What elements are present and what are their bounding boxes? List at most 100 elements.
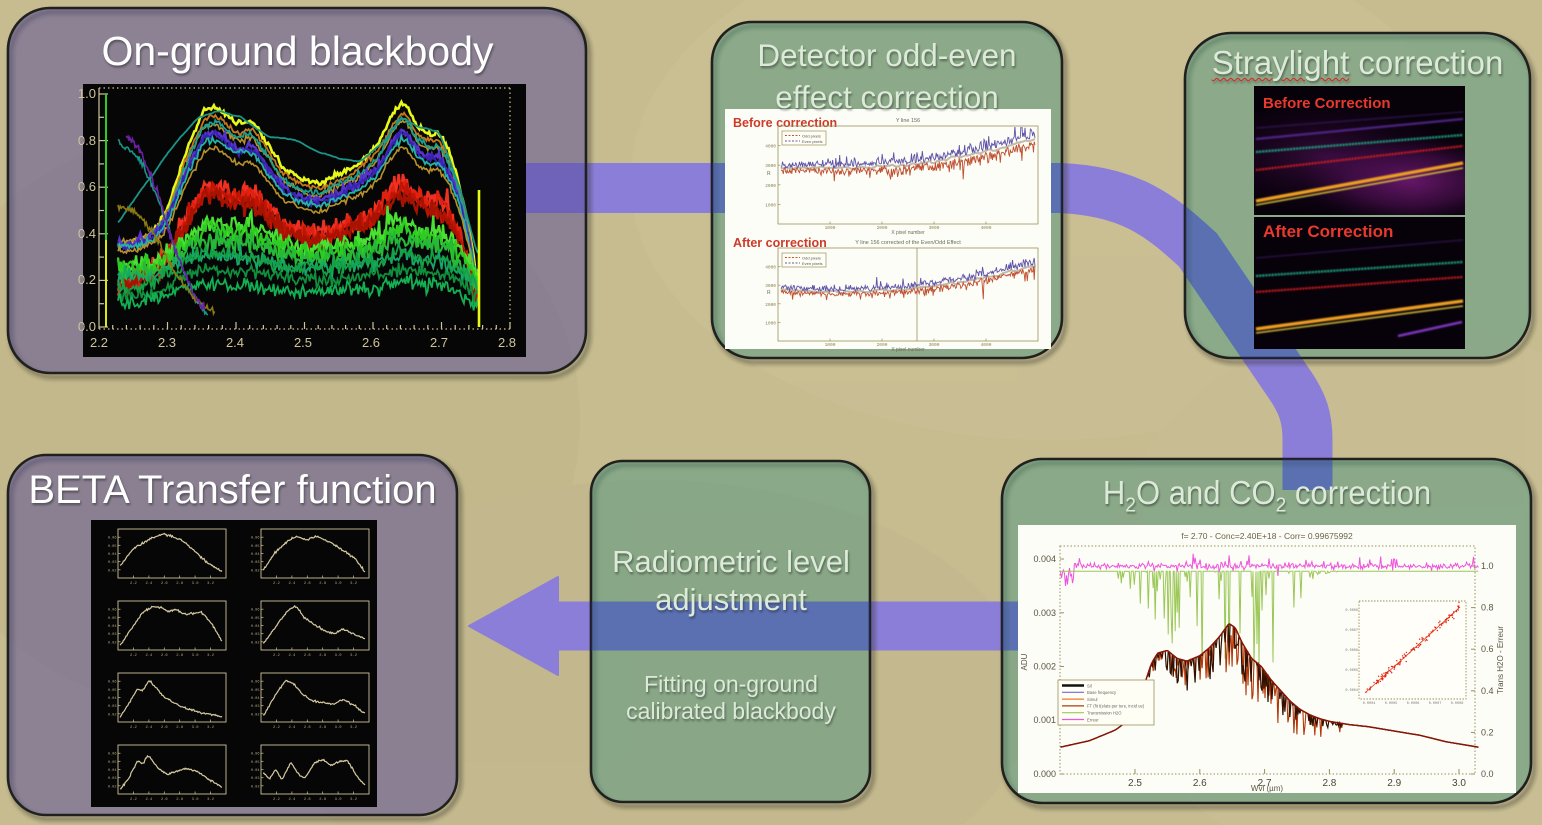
svg-text:Y line 156: Y line 156 xyxy=(896,118,920,124)
svg-text:1.0: 1.0 xyxy=(78,86,96,101)
svg-text:0.06: 0.06 xyxy=(108,609,117,613)
svg-text:0.000: 0.000 xyxy=(1033,769,1056,779)
svg-text:2.7: 2.7 xyxy=(430,335,448,350)
svg-text:0.04: 0.04 xyxy=(251,625,260,629)
svg-text:0.02: 0.02 xyxy=(251,569,260,573)
svg-text:2.6: 2.6 xyxy=(362,335,380,350)
svg-text:Before Correction: Before Correction xyxy=(1263,95,1391,112)
svg-text:2.2: 2.2 xyxy=(273,582,281,586)
svg-text:0.05: 0.05 xyxy=(251,617,260,621)
svg-text:0.003: 0.003 xyxy=(1033,608,1056,618)
svg-text:3.2: 3.2 xyxy=(350,798,358,802)
svg-text:2.2: 2.2 xyxy=(130,582,138,586)
svg-text:3.2: 3.2 xyxy=(207,798,215,802)
svg-text:3.0: 3.0 xyxy=(1452,778,1466,789)
svg-text:0.0008: 0.0008 xyxy=(1451,702,1464,706)
svg-text:Transmission H2O: Transmission H2O xyxy=(1087,711,1122,716)
svg-text:1.0: 1.0 xyxy=(1481,561,1494,571)
svg-text:2.9: 2.9 xyxy=(1387,778,1401,789)
svg-text:2.2: 2.2 xyxy=(130,798,138,802)
svg-text:3.2: 3.2 xyxy=(207,726,215,730)
svg-text:2.8: 2.8 xyxy=(176,654,184,658)
svg-text:0.06: 0.06 xyxy=(108,537,117,541)
svg-text:0.03: 0.03 xyxy=(251,633,260,637)
svg-text:Even pixels: Even pixels xyxy=(802,139,822,144)
svg-text:f= 2.70 - Conc=2.40E+18 - Corr: f= 2.70 - Conc=2.40E+18 - Corr= 0.996759… xyxy=(1181,531,1353,541)
svg-text:2000: 2000 xyxy=(765,302,776,308)
svg-text:0.03: 0.03 xyxy=(108,561,117,565)
svg-text:0.001: 0.001 xyxy=(1033,715,1056,725)
svg-text:0.0007: 0.0007 xyxy=(1345,629,1358,633)
svg-text:Before correction: Before correction xyxy=(733,116,837,130)
svg-text:Wvl (µm): Wvl (µm) xyxy=(1251,784,1283,793)
svg-text:0.03: 0.03 xyxy=(251,561,260,565)
svg-text:0.4: 0.4 xyxy=(78,226,96,241)
svg-text:3.2: 3.2 xyxy=(350,654,358,658)
svg-text:3000: 3000 xyxy=(765,283,776,289)
svg-text:0.02: 0.02 xyxy=(108,569,117,573)
svg-text:3.0: 3.0 xyxy=(335,654,343,658)
svg-text:2.6: 2.6 xyxy=(304,726,312,730)
svg-text:0.04: 0.04 xyxy=(108,697,117,701)
svg-text:2.8: 2.8 xyxy=(1322,778,1336,789)
svg-text:Trans H2O - Erreur: Trans H2O - Erreur xyxy=(1496,626,1505,694)
svg-text:0.0008: 0.0008 xyxy=(1345,609,1358,613)
svg-text:0.05: 0.05 xyxy=(251,545,260,549)
svg-text:0.04: 0.04 xyxy=(108,553,117,557)
svg-text:0.0004: 0.0004 xyxy=(1363,702,1376,706)
svg-text:2.6: 2.6 xyxy=(304,654,312,658)
svg-text:0.03: 0.03 xyxy=(108,705,117,709)
svg-text:3000: 3000 xyxy=(765,163,776,169)
svg-text:4000: 4000 xyxy=(765,265,776,271)
svg-text:2.5: 2.5 xyxy=(1128,778,1142,789)
svg-text:0.02: 0.02 xyxy=(108,713,117,717)
svg-text:1000: 1000 xyxy=(765,202,776,208)
svg-text:0.02: 0.02 xyxy=(251,713,260,717)
svg-text:2.6: 2.6 xyxy=(161,654,169,658)
svg-text:0.06: 0.06 xyxy=(108,681,117,685)
svg-text:0.0: 0.0 xyxy=(78,319,96,334)
svg-text:2.4: 2.4 xyxy=(226,335,244,350)
svg-text:3.0: 3.0 xyxy=(192,726,200,730)
svg-text:3.0: 3.0 xyxy=(192,654,200,658)
svg-text:4000: 4000 xyxy=(765,144,776,150)
svg-text:0.0006: 0.0006 xyxy=(1345,649,1358,653)
svg-text:2.2: 2.2 xyxy=(130,654,138,658)
svg-text:2.2: 2.2 xyxy=(90,335,108,350)
svg-text:2.2: 2.2 xyxy=(273,726,281,730)
svg-text:Simul: Simul xyxy=(1087,697,1098,702)
svg-text:R: R xyxy=(767,290,771,296)
svg-text:0.05: 0.05 xyxy=(108,617,117,621)
svg-text:Odd pixels: Odd pixels xyxy=(802,256,821,261)
svg-text:After correction: After correction xyxy=(733,236,827,250)
svg-text:0.8: 0.8 xyxy=(1481,603,1494,613)
svg-text:Odd pixels: Odd pixels xyxy=(802,134,821,139)
svg-text:0.04: 0.04 xyxy=(108,625,117,629)
svg-text:2.2: 2.2 xyxy=(273,798,281,802)
svg-text:2000: 2000 xyxy=(877,225,888,231)
svg-text:2.8: 2.8 xyxy=(319,726,327,730)
svg-text:0.4: 0.4 xyxy=(1481,686,1494,696)
svg-text:0.06: 0.06 xyxy=(251,609,260,613)
svg-text:2.4: 2.4 xyxy=(288,726,296,730)
svg-text:2.6: 2.6 xyxy=(161,798,169,802)
svg-text:4000: 4000 xyxy=(981,225,992,231)
svg-text:0.05: 0.05 xyxy=(108,689,117,693)
svg-text:2.8: 2.8 xyxy=(498,335,516,350)
svg-text:1000: 1000 xyxy=(765,320,776,326)
svg-text:Even pixels: Even pixels xyxy=(802,261,822,266)
svg-text:2.8: 2.8 xyxy=(176,798,184,802)
svg-text:2.8: 2.8 xyxy=(176,726,184,730)
svg-text:2.5: 2.5 xyxy=(294,335,312,350)
svg-text:2.2: 2.2 xyxy=(130,726,138,730)
svg-text:2000: 2000 xyxy=(877,342,888,348)
svg-text:3.2: 3.2 xyxy=(207,582,215,586)
svg-text:0.2: 0.2 xyxy=(78,272,96,287)
svg-text:Base frequency: Base frequency xyxy=(1087,690,1117,695)
svg-text:0.02: 0.02 xyxy=(108,785,117,789)
svg-text:2.4: 2.4 xyxy=(288,582,296,586)
svg-text:0.6: 0.6 xyxy=(1481,644,1494,654)
svg-text:3.0: 3.0 xyxy=(335,798,343,802)
svg-text:3.0: 3.0 xyxy=(335,582,343,586)
svg-text:2.6: 2.6 xyxy=(304,582,312,586)
